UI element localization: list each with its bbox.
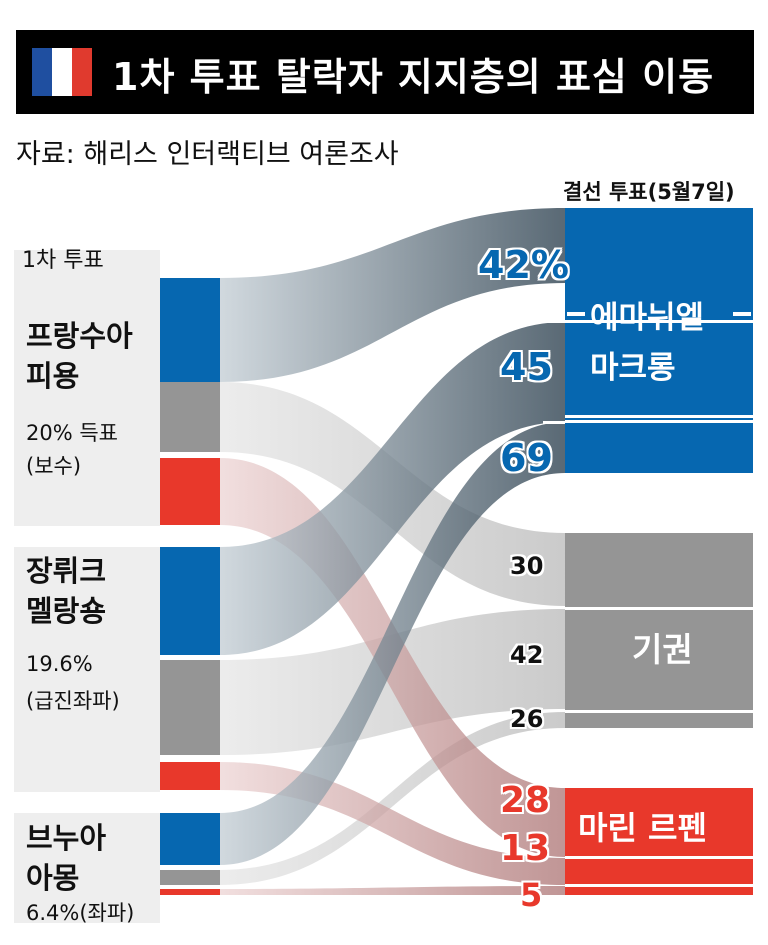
source-panel [14, 250, 160, 526]
label-dash [543, 320, 565, 323]
flow-band [220, 208, 565, 382]
title-bar [16, 30, 754, 114]
node-separator [565, 420, 753, 423]
flow-band [220, 712, 565, 885]
right-axis-title: 결선 투표(5월7일) [563, 180, 735, 204]
node-separator [565, 856, 753, 859]
flag-stripe-white [52, 48, 72, 96]
node-separator [565, 710, 753, 713]
target-name: 마린 르펜 [578, 809, 707, 847]
source-node-segment [160, 382, 220, 452]
flow-value-label: 45 [500, 345, 553, 389]
node-separator [565, 607, 753, 610]
node-separator [565, 415, 753, 418]
node-separator [565, 320, 753, 323]
source-share: (급진좌파) [26, 689, 120, 713]
flow-value-label: 30 [510, 552, 544, 580]
source-node-segment [160, 813, 220, 865]
label-dash [543, 421, 565, 424]
target-node [565, 788, 753, 895]
flow-band [220, 886, 565, 895]
source-name: 장뤼크 [26, 554, 107, 588]
flow-value-label: 28 [500, 780, 551, 821]
label-dash [567, 312, 585, 316]
left-axis-title: 1차 투표 [22, 248, 104, 273]
source-name: 아몽 [26, 861, 80, 895]
source-panel [14, 547, 160, 792]
flow-value-label: 69 [500, 436, 553, 480]
flow-band [220, 322, 565, 655]
flag-stripe-blue [32, 48, 52, 96]
source-note: 자료: 해리스 인터랙티브 여론조사 [16, 139, 399, 170]
source-name: 멜랑숑 [26, 594, 107, 628]
source-node-segment [160, 458, 220, 525]
source-node-segment [160, 660, 220, 755]
source-node-segment [160, 278, 220, 382]
target-node [565, 208, 753, 473]
target-name: 기권 [632, 630, 693, 669]
source-node-segment [160, 762, 220, 790]
source-share: 6.4%(좌파) [26, 901, 135, 925]
france-flag-icon [32, 48, 92, 96]
flow-band [220, 422, 565, 865]
node-separator [565, 884, 753, 887]
flow-value-label: 42% [478, 243, 569, 287]
target-node [565, 533, 753, 728]
flag-stripe-red [72, 48, 92, 96]
source-node-segment [160, 547, 220, 655]
source-panel [14, 813, 160, 923]
target-name: 마크롱 [590, 350, 676, 386]
source-node-segment [160, 870, 220, 885]
flow-value-label: 13 [500, 828, 551, 869]
source-share: 20% 득표 [26, 421, 118, 445]
source-share: (보수) [26, 454, 82, 478]
source-name: 프랑수아 [26, 319, 133, 353]
source-share: 19.6% [26, 652, 93, 676]
source-node-segment [160, 889, 220, 895]
flow-value-label: 42 [510, 641, 544, 669]
flow-value-label: 26 [510, 705, 544, 733]
target-name: 에마뉘엘 [590, 300, 705, 336]
source-name: 브누아 [26, 821, 107, 855]
flow-value-label: 5 [520, 876, 543, 914]
source-name: 피용 [26, 359, 80, 393]
label-dash [733, 312, 751, 316]
page-title: 1차 투표 탈락자 지지층의 표심 이동 [112, 55, 715, 99]
